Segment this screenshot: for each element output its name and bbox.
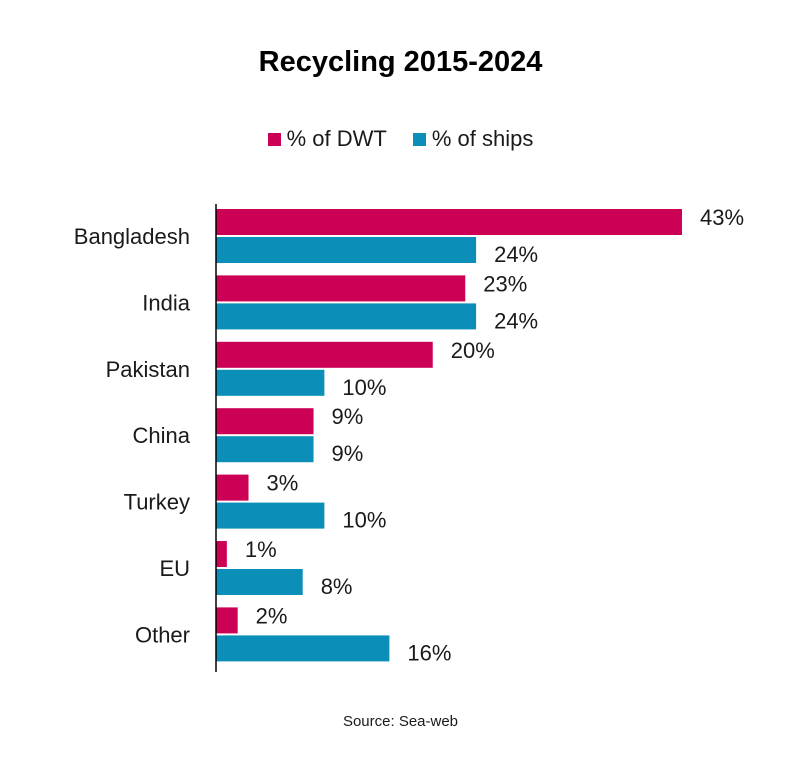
category-label-china: China <box>133 423 191 448</box>
bar-dwt-india <box>216 275 466 302</box>
bar-ships-turkey <box>216 502 325 529</box>
value-label-ships-turkey: 10% <box>342 508 386 533</box>
category-label-bangladesh: Bangladesh <box>74 224 190 249</box>
bar-dwt-pakistan <box>216 341 433 368</box>
category-label-turkey: Turkey <box>124 490 190 515</box>
value-label-dwt-india: 23% <box>483 271 527 296</box>
bar-dwt-eu <box>216 541 227 567</box>
legend-swatch-ships <box>412 132 426 146</box>
value-label-dwt-pakistan: 20% <box>451 338 495 363</box>
value-label-dwt-eu: 1% <box>245 537 277 562</box>
value-label-dwt-other: 2% <box>256 603 288 628</box>
value-label-dwt-turkey: 3% <box>267 471 299 496</box>
bar-dwt-other <box>216 607 238 634</box>
value-label-ships-eu: 8% <box>321 574 353 599</box>
bar-ships-other <box>216 635 390 662</box>
category-label-eu: EU <box>159 556 190 581</box>
bar-dwt-turkey <box>216 474 249 501</box>
legend-item-dwt: % of DWT <box>267 126 387 152</box>
bar-dwt-bangladesh <box>216 209 682 235</box>
category-label-other: Other <box>135 622 190 647</box>
source-note: Source: Sea-web <box>342 713 459 730</box>
value-label-ships-india: 24% <box>494 308 538 333</box>
value-label-ships-pakistan: 10% <box>342 375 386 400</box>
legend-label-dwt: % of DWT <box>286 126 387 151</box>
legend-label-ships: % of ships <box>431 126 534 151</box>
value-label-dwt-bangladesh: 43% <box>700 205 744 230</box>
bar-ships-eu <box>216 569 303 595</box>
chart-legend: % of DWT % of ships <box>0 126 801 152</box>
bar-ships-pakistan <box>216 369 325 396</box>
value-label-ships-bangladesh: 24% <box>494 242 538 267</box>
legend-item-ships: % of ships <box>412 126 534 152</box>
chart-title: Recycling 2015-2024 <box>258 46 543 78</box>
value-label-ships-other: 16% <box>407 640 451 665</box>
category-label-india: India <box>142 290 190 315</box>
bar-ships-china <box>216 436 314 463</box>
bar-dwt-china <box>216 408 314 435</box>
bar-ships-india <box>216 303 477 330</box>
value-label-dwt-china: 9% <box>332 404 364 429</box>
legend-swatch-dwt <box>267 132 281 146</box>
category-label-pakistan: Pakistan <box>106 357 190 382</box>
value-label-ships-china: 9% <box>332 441 364 466</box>
bar-ships-bangladesh <box>216 237 477 263</box>
